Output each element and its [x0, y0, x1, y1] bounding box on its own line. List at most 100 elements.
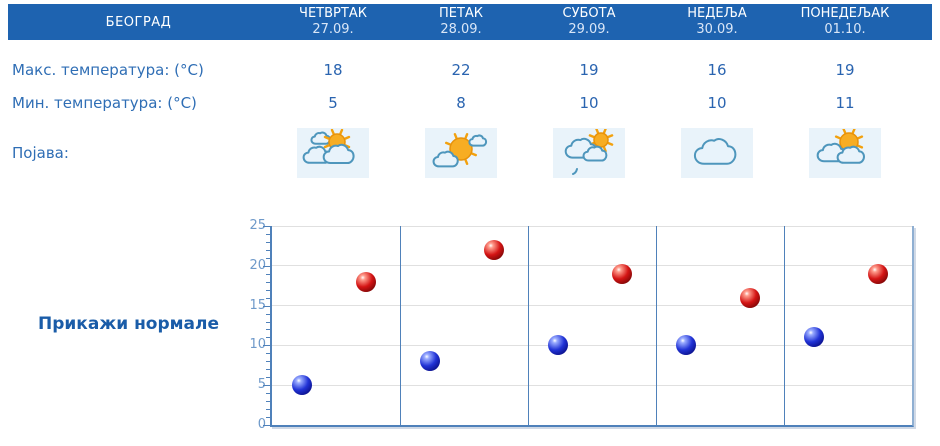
day-name: ПЕТАК [438, 6, 484, 21]
y-tick [266, 361, 270, 363]
y-tick [263, 345, 270, 347]
day-date: 28.09. [440, 22, 482, 37]
y-tick [266, 329, 270, 331]
y-gridline [272, 384, 912, 386]
y-tick [263, 305, 270, 307]
y-tick-label: 20 [249, 257, 266, 273]
max-temp-value: 22 [451, 61, 471, 79]
min-temp-value: 5 [328, 94, 338, 112]
show-normals-link[interactable]: Прикажи нормале [38, 314, 220, 334]
y-tick-label: 25 [249, 218, 266, 233]
day-divider [656, 226, 657, 425]
cloudy-icon [681, 128, 753, 178]
y-tick-label: 15 [249, 297, 266, 313]
y-tick [266, 417, 270, 419]
phenomena-cell [269, 128, 397, 178]
min-temp-dot [292, 375, 312, 396]
min-temp-dot [676, 335, 696, 356]
y-tick [266, 353, 270, 355]
day-header-saturday: СУБОТА 29.09. [525, 6, 653, 38]
day-divider [784, 226, 785, 425]
phenomena-cell [397, 128, 525, 178]
y-tick [266, 377, 270, 379]
y-tick [266, 281, 270, 283]
max-temp-value: 18 [323, 61, 343, 79]
day-name: СУБОТА [562, 6, 616, 21]
y-tick [266, 313, 270, 315]
weather-icon-svg [429, 132, 493, 177]
y-tick [266, 337, 270, 339]
y-gridline [272, 225, 912, 227]
y-tick [263, 226, 270, 227]
y-tick [266, 289, 270, 291]
y-tick-label: 5 [257, 377, 266, 393]
phenomena-cell [781, 128, 909, 178]
y-tick [266, 273, 270, 275]
sun-behind-clouds-2-icon [809, 128, 881, 178]
y-tick [266, 369, 270, 371]
max-temperature-label: Макс. температура: (°C) [12, 61, 204, 79]
day-divider [400, 226, 401, 425]
max-temp-value: 19 [579, 61, 599, 79]
min-temp-dot [420, 351, 440, 372]
min-temp-value: 8 [456, 94, 466, 112]
y-tick [266, 233, 270, 235]
phenomena-cell [653, 128, 781, 178]
weather-icon-svg [301, 129, 365, 177]
y-tick [266, 241, 270, 243]
max-temp-value: 19 [835, 61, 855, 79]
weather-icon-svg [813, 129, 877, 177]
sun-clouds-rain-icon [553, 128, 625, 178]
y-gridline [272, 305, 912, 307]
y-tick [266, 401, 270, 403]
y-tick [266, 321, 270, 323]
day-header-sunday: НЕДЕЉА 30.09. [653, 6, 781, 38]
y-tick [266, 393, 270, 395]
min-temp-dot [804, 327, 824, 348]
day-header-friday: ПЕТАК 28.09. [397, 6, 525, 38]
y-gridline [272, 265, 912, 267]
y-tick [263, 425, 270, 426]
max-temperature-row: Макс. температура: (°C) 18 22 19 16 19 [8, 58, 932, 82]
temperature-chart: 0 5 10 15 20 25 [240, 215, 935, 443]
day-date: 29.09. [568, 22, 610, 37]
day-header-thursday: ЧЕТВРТАК 27.09. [269, 6, 397, 38]
max-temp-dot [868, 263, 888, 284]
day-date: 01.10. [824, 22, 866, 37]
y-tick-label: 10 [249, 337, 266, 353]
y-gridline [272, 344, 912, 346]
forecast-header: БЕОГРАД ЧЕТВРТАК 27.09. ПЕТАК 28.09. СУБ… [8, 4, 932, 40]
y-tick [263, 265, 270, 267]
phenomena-cell [525, 128, 653, 178]
max-temp-dot [356, 271, 376, 292]
chart-plot [263, 225, 914, 427]
location-title: БЕОГРАД [105, 14, 172, 30]
day-date: 27.09. [312, 22, 354, 37]
min-temperature-label: Мин. температура: (°C) [12, 94, 197, 112]
min-temperature-row: Мин. температура: (°C) 5 8 10 10 11 [8, 91, 932, 115]
y-tick [266, 257, 270, 259]
min-temp-value: 10 [579, 94, 599, 112]
min-temp-dot [548, 335, 568, 356]
max-temp-dot [612, 263, 632, 284]
y-tick-label: 0 [257, 417, 266, 432]
min-temp-value: 11 [835, 94, 855, 112]
y-tick [266, 409, 270, 411]
weather-icon-svg [685, 129, 749, 177]
day-divider [528, 226, 529, 425]
y-tick [263, 385, 270, 387]
sunny-with-cloud-icon [425, 128, 497, 178]
day-date: 30.09. [696, 22, 738, 37]
weather-icon-svg [557, 129, 614, 175]
sun-behind-clouds-icon [297, 128, 369, 178]
max-temp-dot [484, 239, 504, 260]
phenomena-row: Појава: [8, 128, 932, 178]
min-temp-value: 10 [707, 94, 727, 112]
max-temp-dot [740, 287, 760, 308]
y-tick [266, 297, 270, 299]
day-name: ПОНЕДЕЉАК [800, 6, 890, 21]
day-header-monday: ПОНЕДЕЉАК 01.10. [781, 6, 909, 38]
day-name: НЕДЕЉА [687, 6, 747, 21]
phenomena-label: Појава: [12, 144, 69, 162]
